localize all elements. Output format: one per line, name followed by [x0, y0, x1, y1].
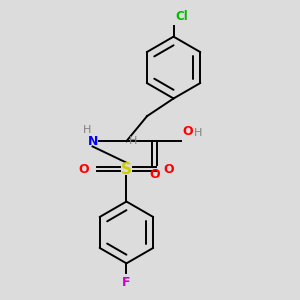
Text: H: H — [129, 136, 137, 146]
Text: N: N — [87, 135, 98, 148]
Text: Cl: Cl — [175, 11, 188, 23]
Text: H: H — [194, 128, 202, 138]
Text: O: O — [78, 163, 89, 176]
Text: O: O — [149, 168, 160, 181]
Text: S: S — [121, 162, 132, 177]
Text: H: H — [82, 125, 91, 135]
Text: O: O — [164, 163, 175, 176]
Text: O: O — [182, 124, 193, 138]
Text: F: F — [122, 276, 131, 289]
